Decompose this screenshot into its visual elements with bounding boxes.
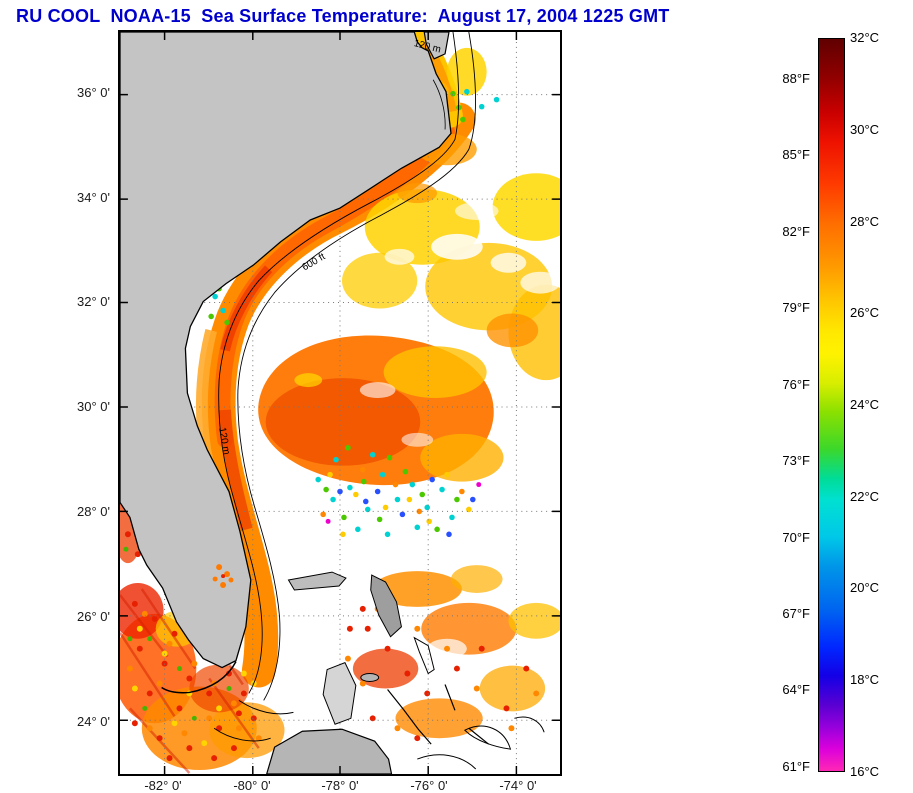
f-label-73: 73°F (782, 453, 810, 468)
lat-tick-30: 30° 0' (77, 399, 110, 414)
map-plot-area: 120 m 600 ft 120 m (118, 30, 562, 776)
c-label-16: 16°C (850, 764, 880, 779)
lon-tick-78: -78° 0' (321, 778, 359, 793)
contour-label-florida: 120 m (216, 426, 232, 455)
f-label-82: 82°F (782, 224, 810, 239)
map-svg: 120 m 600 ft 120 m (120, 32, 560, 774)
speckles-blue (337, 476, 476, 538)
speckles-cyan (212, 88, 500, 538)
f-label-64: 64°F (782, 682, 810, 697)
axis-ticks (120, 32, 560, 774)
delmarva-peninsula (423, 32, 450, 60)
temperature-colorbar (818, 38, 845, 772)
page-title: RU COOL NOAA-15 Sea Surface Temperature:… (16, 6, 670, 26)
land-mass (120, 32, 452, 669)
lat-tick-34: 34° 0' (77, 190, 110, 205)
islands (161, 571, 545, 774)
lat-tick-28: 28° 0' (77, 504, 110, 519)
c-label-20: 20°C (850, 580, 880, 595)
c-label-28: 28°C (850, 214, 880, 229)
lat-tick-32: 32° 0' (77, 294, 110, 309)
c-label-26: 26°C (850, 305, 880, 320)
f-label-61: 61°F (782, 759, 810, 774)
c-label-30: 30°C (850, 122, 880, 137)
lon-tick-82: -82° 0' (144, 778, 182, 793)
lat-tick-24: 24° 0' (77, 714, 110, 729)
lat-tick-36: 36° 0' (77, 85, 110, 100)
c-label-18: 18°C (850, 672, 880, 687)
bathymetry-contours (218, 32, 476, 701)
lon-tick-80: -80° 0' (233, 778, 271, 793)
f-label-79: 79°F (782, 300, 810, 315)
grid-lines (120, 32, 560, 774)
okeechobee-pixels (212, 564, 234, 589)
c-label-32: 32°C (850, 30, 880, 45)
lat-tick-26: 26° 0' (77, 609, 110, 624)
c-label-24: 24°C (850, 397, 880, 412)
f-label-88: 88°F (782, 71, 810, 86)
lon-tick-74: -74° 0' (499, 778, 537, 793)
f-label-85: 85°F (782, 147, 810, 162)
f-label-67: 67°F (782, 606, 810, 621)
f-label-70: 70°F (782, 530, 810, 545)
speckles-green (208, 90, 466, 533)
f-label-76: 76°F (782, 377, 810, 392)
c-label-22: 22°C (850, 489, 880, 504)
florida-keys-arc (161, 661, 237, 694)
lon-tick-76: -76° 0' (410, 778, 448, 793)
